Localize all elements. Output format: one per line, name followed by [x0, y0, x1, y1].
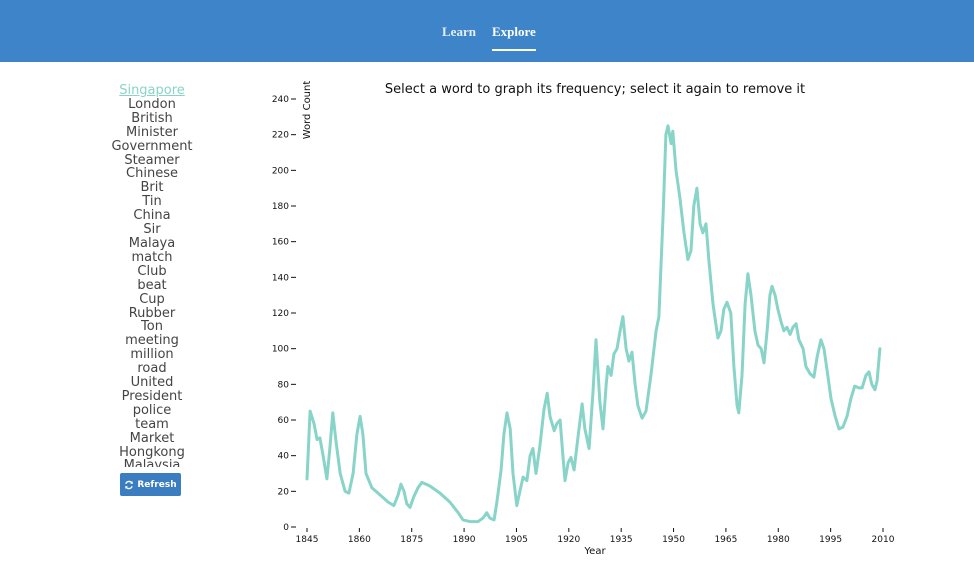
word-option[interactable]: Chinese — [126, 166, 178, 182]
word-option[interactable]: Singapore — [119, 84, 185, 98]
x-axis-label: Year — [583, 546, 606, 557]
word-option[interactable]: Cup — [139, 291, 165, 307]
y-tick-label: 180 — [272, 202, 289, 212]
y-tick-label: 80 — [278, 380, 290, 390]
button-label: Refresh — [137, 479, 177, 490]
word-option[interactable]: China — [133, 208, 171, 224]
x-tick-label: 1965 — [714, 535, 737, 545]
y-tick-label: 200 — [272, 166, 289, 176]
y-tick-label: 20 — [278, 487, 290, 497]
x-tick-label: 1890 — [453, 535, 476, 545]
x-tick-label: 1845 — [296, 535, 319, 545]
word-option[interactable]: Malaysia — [123, 458, 181, 467]
nav-tab[interactable]: Learn — [442, 24, 476, 39]
chart-title: Select a word to graph its frequency; se… — [385, 82, 805, 97]
word-option[interactable]: President — [121, 388, 183, 404]
word-option[interactable]: meeting — [125, 333, 179, 349]
word-option[interactable]: match — [131, 249, 173, 265]
word-option[interactable]: Minister — [126, 124, 178, 140]
word-option[interactable]: Brit — [140, 180, 164, 196]
word-option[interactable]: Market — [129, 430, 175, 446]
x-tick-label: 1860 — [348, 535, 371, 545]
x-tick-label: 1950 — [662, 535, 685, 545]
word-option[interactable]: British — [131, 110, 173, 126]
word-option[interactable]: police — [132, 402, 172, 418]
y-tick-label: 100 — [272, 345, 289, 355]
x-tick-label: 1920 — [557, 535, 580, 545]
word-option[interactable]: London — [128, 96, 176, 112]
y-tick-label: 0 — [283, 523, 289, 533]
x-tick-label: 1935 — [610, 535, 633, 545]
y-axis-label: Word Count — [302, 81, 313, 140]
y-tick-label: 240 — [272, 95, 289, 105]
word-option[interactable]: Government — [111, 138, 193, 154]
word-list: Singapore London British Minister Government… — [92, 84, 212, 467]
word-option[interactable]: Rubber — [128, 305, 176, 321]
series-line — [305, 124, 882, 524]
word-option[interactable]: team — [135, 416, 169, 432]
x-tick-label: 1875 — [400, 535, 423, 545]
y-tick-label: 40 — [278, 452, 290, 462]
word-option[interactable]: United — [130, 375, 174, 391]
word-option[interactable]: beat — [137, 277, 167, 293]
y-tick-label: 160 — [272, 238, 289, 248]
word-option[interactable]: Ton — [141, 319, 163, 335]
y-tick-label: 60 — [278, 416, 290, 426]
x-tick-label: 1980 — [767, 535, 790, 545]
word-option[interactable]: Steamer — [124, 152, 180, 168]
y-tick-label: 140 — [272, 273, 289, 283]
x-tick-label: 2010 — [872, 535, 895, 545]
word-option[interactable]: road — [137, 361, 167, 377]
refresh-button[interactable]: Refresh — [120, 473, 181, 496]
y-tick-label: 120 — [272, 309, 289, 319]
word-option[interactable]: million — [130, 347, 174, 363]
refresh-icon — [125, 480, 134, 489]
y-tick-label: 220 — [272, 131, 289, 141]
word-option[interactable]: Malaya — [128, 235, 176, 251]
word-option[interactable]: Sir — [143, 222, 161, 238]
x-tick-label: 1905 — [505, 535, 528, 545]
word-option[interactable]: Club — [137, 263, 167, 279]
word-option[interactable]: Tin — [142, 194, 162, 210]
word-option[interactable]: Hongkong — [119, 444, 185, 460]
top-nav: Learn Explore — [0, 0, 974, 62]
x-tick-label: 1995 — [819, 535, 842, 545]
nav-tab[interactable]: Explore — [492, 24, 536, 51]
